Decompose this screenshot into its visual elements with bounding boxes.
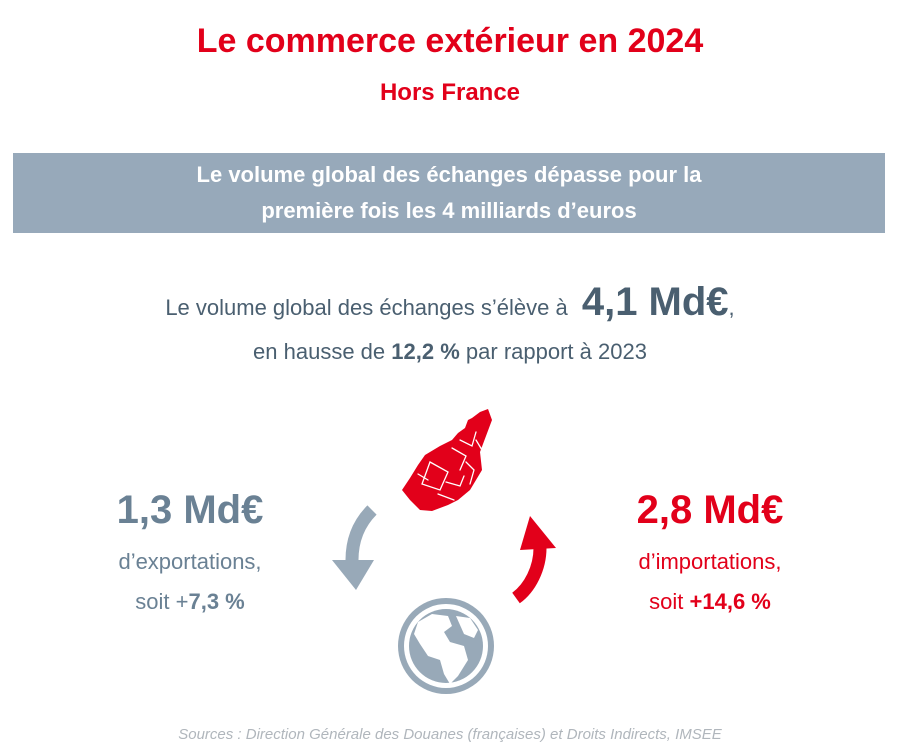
page-subtitle: Hors France <box>379 79 521 106</box>
volume-value: 4,1 Md€ <box>581 280 729 324</box>
globe-icon <box>398 598 494 694</box>
volume-intro: Le volume global des échanges s’élève à <box>165 295 568 320</box>
imports-change-prefix: soit <box>649 589 684 614</box>
exports-change-prefix: soit + <box>135 589 189 614</box>
page-title: Le commerce extérieur en 2024 <box>196 22 704 60</box>
export-arrow-icon <box>332 505 377 590</box>
volume-comma: , <box>728 295 735 320</box>
exports-label: d’exportations, <box>118 549 262 574</box>
imports-change: soit +14,6 % <box>560 589 860 615</box>
growth-value: 12,2 % <box>391 339 460 364</box>
monaco-map-icon <box>402 409 492 511</box>
banner-line-1: Le volume global des échanges dépasse po… <box>196 162 702 187</box>
exports-change: soit +7,3 % <box>40 589 340 615</box>
volume-statement: Le volume global des échanges s’élève à … <box>0 280 900 325</box>
headline-banner: Le volume global des échanges dépasse po… <box>13 153 885 233</box>
exports-value: 1,3 Md€ <box>116 488 264 532</box>
volume-growth-statement: en hausse de 12,2 % par rapport à 2023 <box>0 339 900 365</box>
imports-label: d’importations, <box>638 549 782 574</box>
banner-line-2: première fois les 4 milliards d’euros <box>261 198 637 223</box>
imports-value: 2,8 Md€ <box>636 488 784 532</box>
growth-suffix: par rapport à 2023 <box>465 339 647 364</box>
import-arrow-icon <box>511 516 556 604</box>
sources-note: Sources : Direction Générale des Douanes… <box>178 726 722 743</box>
imports-change-value: +14,6 % <box>689 589 771 614</box>
exports-change-value: 7,3 % <box>188 589 245 614</box>
growth-prefix: en hausse de <box>253 339 386 364</box>
